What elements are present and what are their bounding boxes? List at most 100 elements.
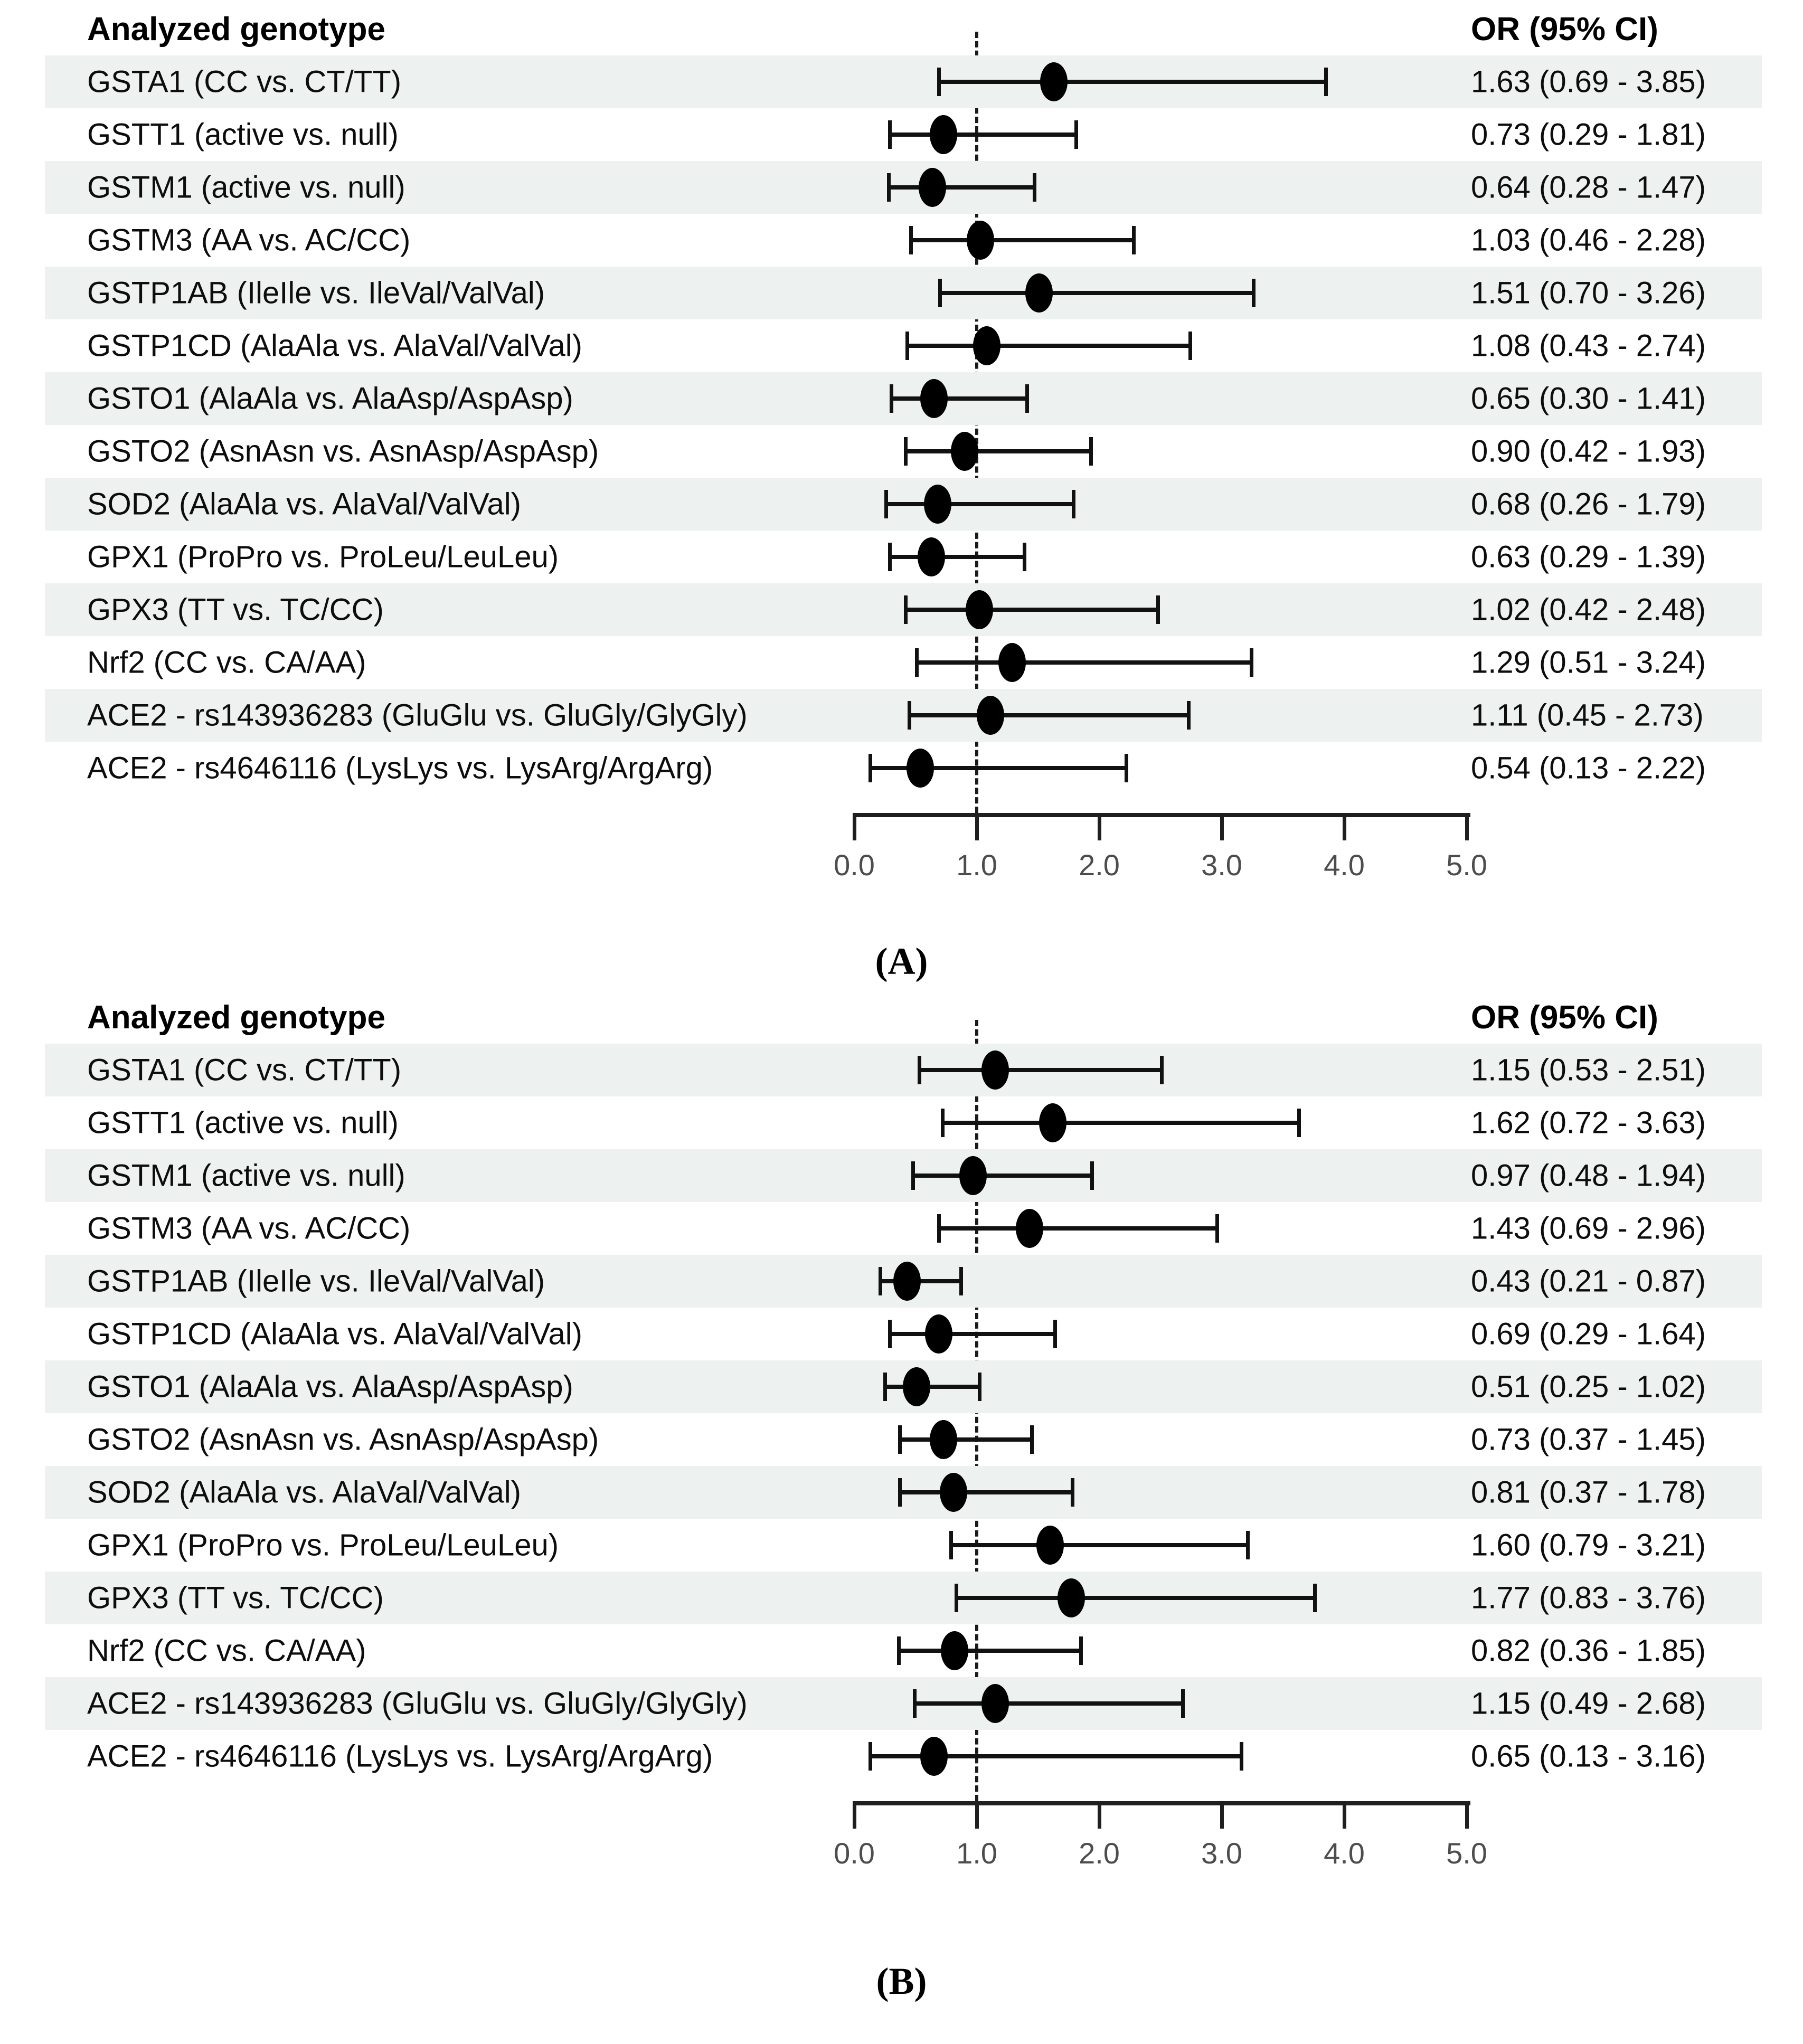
- or-value: 0.65 (0.30 - 1.41): [1471, 381, 1706, 416]
- ci-cap-left: [889, 384, 893, 413]
- genotype-label: GSTM1 (active vs. null): [87, 170, 405, 205]
- or-value: 0.69 (0.29 - 1.64): [1471, 1317, 1706, 1351]
- genotype-label: ACE2 - rs4646116 (LysLys vs. LysArg/ArgA…: [87, 751, 713, 786]
- table-row: GSTM1 (active vs. null) 0.64 (0.28 - 1.47…: [45, 161, 1762, 214]
- axis-tick-label: 2.0: [1079, 1837, 1120, 1870]
- ci-cap-left: [915, 648, 919, 677]
- ci-cap-left: [911, 1161, 915, 1190]
- ci-line: [899, 1490, 1072, 1494]
- genotype-label: GSTO1 (AlaAla vs. AlaAsp/AspAsp): [87, 381, 573, 416]
- ci-cap-left: [909, 226, 913, 254]
- ci-cap-left: [888, 543, 892, 571]
- ci-cap-left: [878, 1267, 882, 1295]
- table-row: GSTT1 (active vs. null) 0.73 (0.29 - 1.81…: [45, 108, 1762, 161]
- ci-cap-left: [896, 1636, 901, 1665]
- genotype-label: GSTP1CD (AlaAla vs. AlaVal/ValVal): [87, 328, 582, 363]
- ci-cap-right: [1245, 1531, 1250, 1559]
- ci-cap-right: [1324, 68, 1328, 96]
- table-row: Nrf2 (CC vs. CA/AA) 0.82 (0.36 - 1.85): [45, 1624, 1762, 1677]
- x-axis: 0.0 1.0 2.0 3.0 4.0 5.0: [0, 813, 1803, 919]
- ci-cap-left: [938, 279, 942, 307]
- point-estimate-marker: [966, 221, 994, 260]
- ci-cap-left: [905, 332, 909, 360]
- ci-cap-right: [1072, 490, 1076, 518]
- ci-cap-right: [1131, 226, 1136, 254]
- genotype-label: ACE2 - rs4646116 (LysLys vs. LysArg/ArgA…: [87, 1739, 713, 1774]
- ci-cap-left: [898, 1425, 902, 1454]
- axis-tick-label: 1.0: [956, 1837, 997, 1870]
- panel-a-caption: (A): [875, 940, 928, 982]
- ci-cap-left: [904, 595, 908, 624]
- point-estimate-marker: [1057, 1578, 1085, 1617]
- table-row: GSTO1 (AlaAla vs. AlaAsp/AspAsp) 0.51 (0.…: [45, 1360, 1762, 1413]
- ci-cap-right: [1252, 279, 1256, 307]
- or-value: 0.97 (0.48 - 1.94): [1471, 1158, 1706, 1193]
- table-row: Nrf2 (CC vs. CA/AA) 1.29 (0.51 - 3.24): [45, 636, 1762, 689]
- rows-container: GSTA1 (CC vs. CT/TT) 1.63 (0.69 - 3.85) GS…: [45, 55, 1762, 794]
- point-estimate-marker: [919, 168, 947, 207]
- ci-cap-right: [1125, 754, 1129, 782]
- or-value: 0.81 (0.37 - 1.78): [1471, 1475, 1706, 1510]
- genotype-label: GSTA1 (CC vs. CT/TT): [87, 64, 402, 99]
- panel-b: Analyzed genotype OR (95% CI) GSTA1 (CC …: [0, 988, 1803, 2044]
- or-value: 1.60 (0.79 - 3.21): [1471, 1528, 1706, 1563]
- ci-line: [870, 766, 1127, 770]
- ci-line: [910, 238, 1134, 242]
- genotype-label: GSTP1AB (IleIle vs. IleVal/ValVal): [87, 1264, 545, 1299]
- table-row: SOD2 (AlaAla vs. AlaVal/ValVal) 0.68 (0.2…: [45, 478, 1762, 531]
- genotype-label: ACE2 - rs143936283 (GluGlu vs. GluGly/Gl…: [87, 1686, 748, 1721]
- ci-cap-right: [1215, 1214, 1219, 1243]
- point-estimate-marker: [965, 590, 993, 629]
- point-estimate-marker: [920, 379, 948, 418]
- table-row: GSTM3 (AA vs. AC/CC) 1.43 (0.69 - 2.96): [45, 1202, 1762, 1255]
- genotype-label: GSTO2 (AsnAsn vs. AsnAsp/AspAsp): [87, 1422, 599, 1457]
- axis-tick: [975, 1801, 979, 1829]
- table-row: ACE2 - rs143936283 (GluGlu vs. GluGly/Gl…: [45, 1677, 1762, 1730]
- point-estimate-marker: [923, 485, 951, 524]
- point-estimate-marker: [959, 1156, 987, 1195]
- ci-cap-right: [1181, 1689, 1185, 1718]
- ci-line: [890, 1332, 1055, 1336]
- ci-cap-right: [1187, 701, 1191, 730]
- table-row: GSTO2 (AsnAsn vs. AsnAsp/AspAsp) 0.90 (0.…: [45, 425, 1762, 478]
- genotype-label: GSTM1 (active vs. null): [87, 1158, 405, 1193]
- ci-cap-left: [883, 1373, 887, 1401]
- or-value: 0.90 (0.42 - 1.93): [1471, 434, 1706, 469]
- ci-line: [919, 1068, 1162, 1072]
- axis-tick: [975, 813, 979, 840]
- ci-cap-left: [888, 1320, 892, 1348]
- point-estimate-marker: [918, 537, 946, 576]
- point-estimate-marker: [1025, 273, 1053, 313]
- point-estimate-marker: [930, 115, 958, 154]
- point-estimate-marker: [903, 1367, 931, 1406]
- genotype-label: GSTP1AB (IleIle vs. IleVal/ValVal): [87, 276, 545, 310]
- ci-line: [917, 660, 1251, 665]
- ci-cap-right: [1030, 1425, 1034, 1454]
- ci-cap-right: [1156, 595, 1160, 624]
- ci-cap-left: [888, 120, 892, 149]
- table-row: GPX1 (ProPro vs. ProLeu/LeuLeu) 0.63 (0.2…: [45, 531, 1762, 583]
- ci-line: [890, 555, 1025, 559]
- ci-line: [888, 185, 1035, 190]
- ci-line: [913, 1174, 1092, 1178]
- axis-tick: [1465, 1801, 1469, 1829]
- or-value: 0.51 (0.25 - 1.02): [1471, 1369, 1706, 1404]
- or-value: 0.73 (0.29 - 1.81): [1471, 117, 1706, 152]
- point-estimate-marker: [939, 1473, 967, 1512]
- point-estimate-marker: [1040, 62, 1068, 101]
- table-row: SOD2 (AlaAla vs. AlaVal/ValVal) 0.81 (0.3…: [45, 1466, 1762, 1519]
- genotype-label: GPX1 (ProPro vs. ProLeu/LeuLeu): [87, 540, 559, 574]
- table-row: GSTP1AB (IleIle vs. IleVal/ValVal) 1.51 (…: [45, 267, 1762, 319]
- genotype-label: Nrf2 (CC vs. CA/AA): [87, 645, 366, 680]
- table-row: GPX1 (ProPro vs. ProLeu/LeuLeu) 1.60 (0.7…: [45, 1519, 1762, 1572]
- table-row: ACE2 - rs4646116 (LysLys vs. LysArg/ArgA…: [45, 742, 1762, 794]
- ci-line: [942, 1121, 1299, 1125]
- genotype-label: GSTT1 (active vs. null): [87, 117, 399, 152]
- table-row: ACE2 - rs143936283 (GluGlu vs. GluGly/Gl…: [45, 689, 1762, 742]
- axis-tick-label: 0.0: [834, 1837, 875, 1870]
- ci-line: [885, 1385, 979, 1389]
- genotype-label: GSTT1 (active vs. null): [87, 1105, 399, 1140]
- panel-b-caption: (B): [876, 1960, 927, 2002]
- point-estimate-marker: [930, 1420, 958, 1459]
- ci-cap-right: [1025, 384, 1030, 413]
